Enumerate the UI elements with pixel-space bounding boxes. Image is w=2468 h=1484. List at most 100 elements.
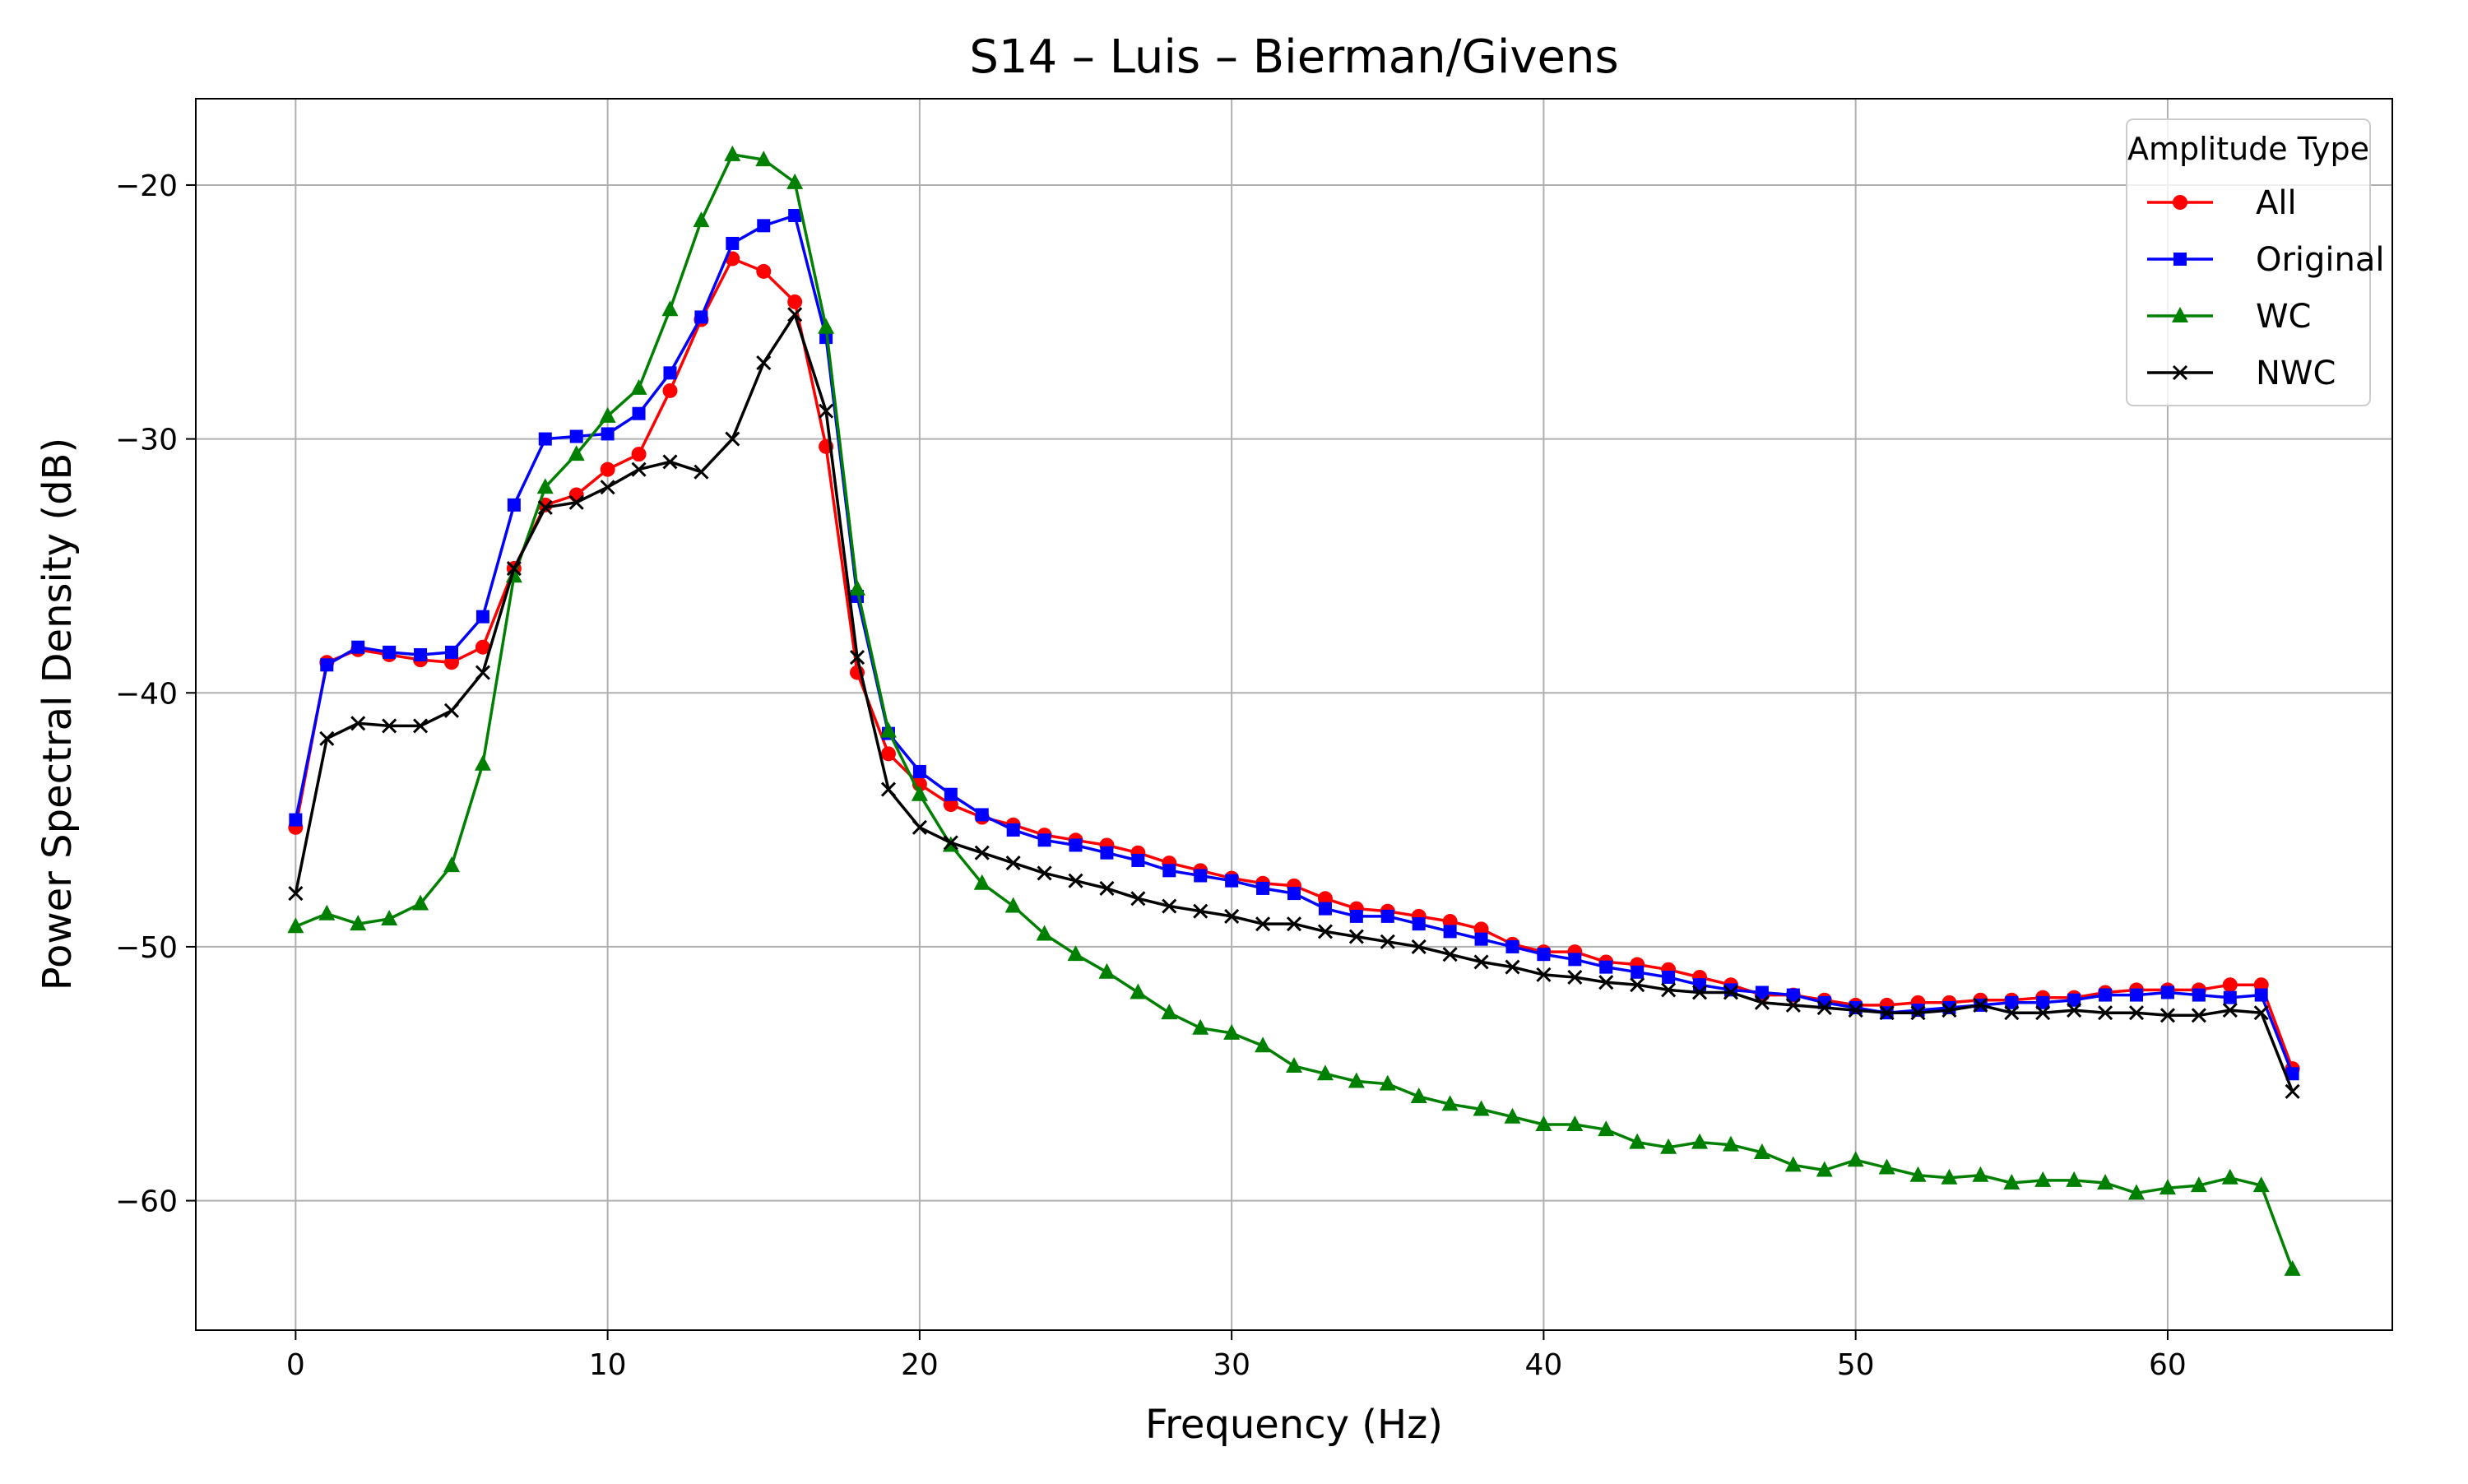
point-wc bbox=[1691, 1133, 1709, 1149]
point-original bbox=[1755, 985, 1769, 999]
chart-title: S14 – Luis – Bierman/Givens bbox=[969, 30, 1618, 84]
x-axis-label: Frequency (Hz) bbox=[1145, 1402, 1443, 1448]
point-nwc bbox=[1411, 939, 1427, 954]
point-nwc bbox=[1567, 969, 1583, 985]
point-nwc bbox=[1941, 1003, 1957, 1018]
point-wc bbox=[879, 721, 897, 738]
point-nwc bbox=[2067, 1003, 2082, 1018]
point-nwc bbox=[506, 560, 522, 577]
point-wc bbox=[1629, 1133, 1646, 1149]
point-wc bbox=[1286, 1056, 1302, 1073]
point-nwc bbox=[568, 494, 584, 510]
y-axis-label: Power Spectral Density (dB) bbox=[35, 438, 81, 990]
point-nwc bbox=[943, 835, 958, 851]
point-wc bbox=[1535, 1115, 1552, 1131]
point-nwc bbox=[631, 461, 647, 477]
point-original bbox=[632, 406, 646, 420]
point-original bbox=[1006, 823, 1020, 837]
point-nwc bbox=[382, 718, 397, 734]
point-original bbox=[663, 366, 677, 380]
axes: 0 10 20 30 40 50 60 −20 −30 −40 −50 −60 bbox=[115, 169, 2187, 1382]
point-wc bbox=[849, 579, 866, 596]
series-original bbox=[289, 208, 2299, 1081]
point-wc bbox=[1504, 1107, 1521, 1124]
legend-item-nwc: NWC bbox=[2147, 355, 2336, 392]
point-original bbox=[2160, 985, 2174, 999]
point-wc bbox=[1255, 1036, 1272, 1053]
point-all bbox=[475, 639, 490, 655]
point-original bbox=[1599, 960, 1613, 974]
point-wc bbox=[1223, 1023, 1241, 1040]
legend-label-original: Original bbox=[2256, 241, 2385, 279]
point-wc bbox=[1722, 1135, 1739, 1152]
point-wc bbox=[818, 318, 835, 334]
point-wc bbox=[1753, 1143, 1770, 1159]
point-nwc bbox=[2004, 1005, 2020, 1021]
point-original bbox=[320, 658, 334, 672]
point-wc bbox=[318, 904, 336, 921]
point-nwc bbox=[1910, 1005, 1926, 1021]
point-nwc bbox=[2160, 1008, 2175, 1023]
point-original bbox=[538, 432, 552, 446]
point-nwc bbox=[1816, 999, 1832, 1016]
point-wc bbox=[2190, 1176, 2207, 1193]
point-wc bbox=[2159, 1179, 2176, 1195]
point-original bbox=[351, 640, 365, 654]
y-tick-label: −50 bbox=[115, 931, 178, 965]
point-original bbox=[1568, 953, 1582, 967]
x-tick-label: 20 bbox=[901, 1348, 939, 1382]
point-all bbox=[600, 461, 615, 477]
plot-frame bbox=[195, 98, 2393, 1331]
point-original bbox=[1100, 846, 1114, 860]
point-wc bbox=[1161, 1004, 1178, 1020]
point-wc bbox=[1036, 925, 1053, 941]
point-original bbox=[944, 787, 958, 801]
point-wc bbox=[1598, 1120, 1615, 1137]
point-nwc bbox=[288, 886, 304, 902]
point-original bbox=[289, 813, 303, 827]
point-original bbox=[1537, 948, 1551, 962]
point-original bbox=[1942, 1001, 1956, 1015]
point-wc bbox=[599, 406, 616, 423]
x-tick-label: 0 bbox=[286, 1348, 305, 1382]
point-wc bbox=[2034, 1171, 2052, 1187]
point-nwc bbox=[1317, 924, 1333, 939]
point-original bbox=[1662, 970, 1676, 984]
point-original bbox=[2005, 995, 2019, 1009]
point-nwc bbox=[350, 716, 366, 731]
point-wc bbox=[287, 917, 304, 934]
point-original bbox=[975, 808, 989, 822]
legend-marker-wc bbox=[2172, 307, 2188, 322]
point-original bbox=[476, 610, 489, 624]
point-nwc bbox=[1848, 1003, 1863, 1018]
point-original bbox=[1412, 917, 1426, 931]
point-nwc bbox=[756, 355, 772, 371]
point-original bbox=[414, 647, 428, 661]
series-nwc bbox=[288, 307, 2300, 1099]
point-wc bbox=[568, 445, 585, 461]
point-wc bbox=[1473, 1100, 1490, 1116]
point-nwc bbox=[974, 845, 990, 860]
legend-title: Amplitude Type bbox=[2127, 131, 2369, 167]
point-wc bbox=[1098, 962, 1116, 979]
point-nwc bbox=[1661, 982, 1677, 998]
point-nwc bbox=[1754, 995, 1770, 1010]
point-wc bbox=[536, 478, 554, 494]
point-wc bbox=[630, 378, 647, 395]
point-nwc bbox=[1785, 997, 1801, 1013]
point-nwc bbox=[537, 499, 553, 516]
point-nwc bbox=[725, 431, 740, 447]
point-wc bbox=[1941, 1168, 1958, 1185]
point-wc bbox=[1316, 1064, 1334, 1081]
point-original bbox=[1631, 965, 1645, 979]
point-wc bbox=[381, 909, 398, 925]
point-original bbox=[1505, 939, 1519, 953]
point-original bbox=[1225, 874, 1239, 888]
point-original bbox=[2223, 990, 2237, 1004]
point-original bbox=[1474, 932, 1488, 946]
y-tick-label: −20 bbox=[115, 169, 178, 203]
point-wc bbox=[412, 894, 429, 911]
series-group bbox=[287, 145, 2301, 1276]
point-all bbox=[880, 746, 896, 762]
